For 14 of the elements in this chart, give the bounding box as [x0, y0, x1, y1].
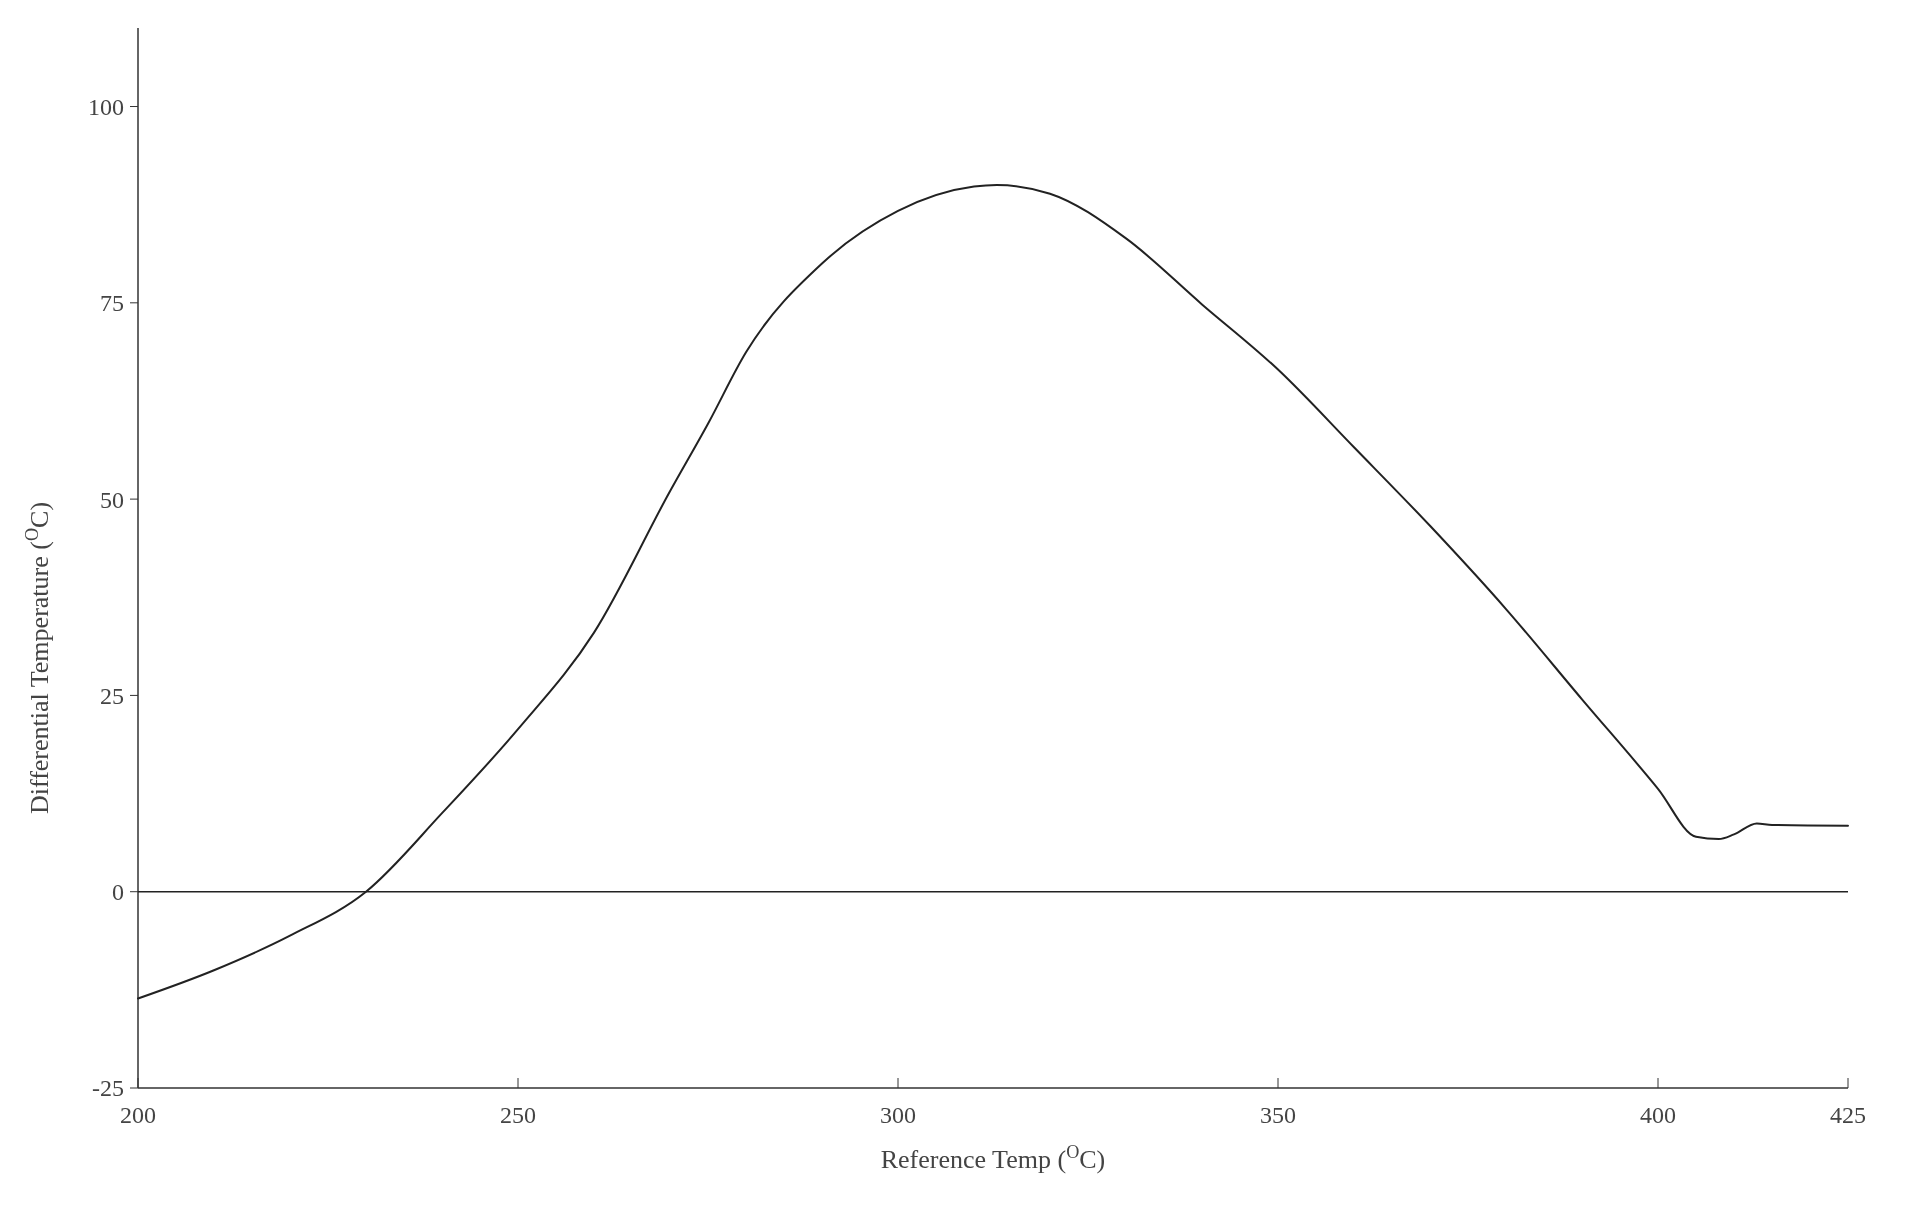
x-tick-label: 425	[1830, 1102, 1866, 1128]
x-tick-label: 300	[880, 1102, 916, 1128]
y-tick-label: 75	[100, 290, 124, 317]
x-tick-label: 350	[1260, 1102, 1296, 1128]
x-tick-label: 200	[120, 1102, 156, 1128]
y-tick-label: 50	[100, 486, 124, 513]
x-tick-label: 250	[500, 1102, 536, 1128]
y-tick-label: -25	[92, 1075, 124, 1102]
line-series	[137, 184, 1849, 1000]
y-tick-label: 25	[100, 682, 124, 709]
y-tick-label: 0	[112, 879, 124, 906]
y-tick-label: 100	[88, 93, 124, 120]
x-axis-title: Reference Temp ($^{O}$C)	[880, 1142, 1106, 1174]
x-tick-label: 400	[1640, 1102, 1676, 1128]
